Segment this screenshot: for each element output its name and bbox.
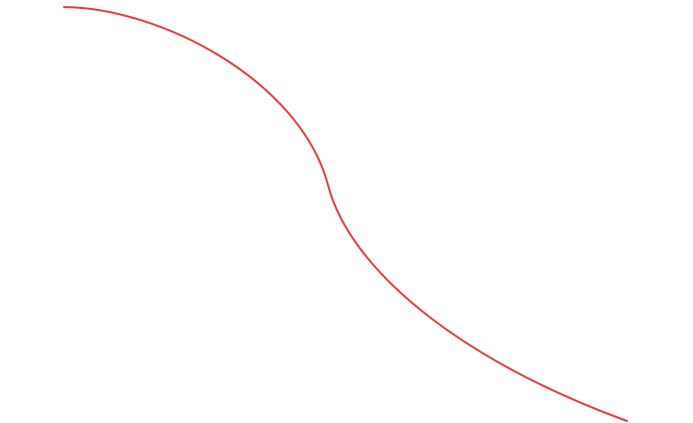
curve bbox=[63, 6, 628, 422]
